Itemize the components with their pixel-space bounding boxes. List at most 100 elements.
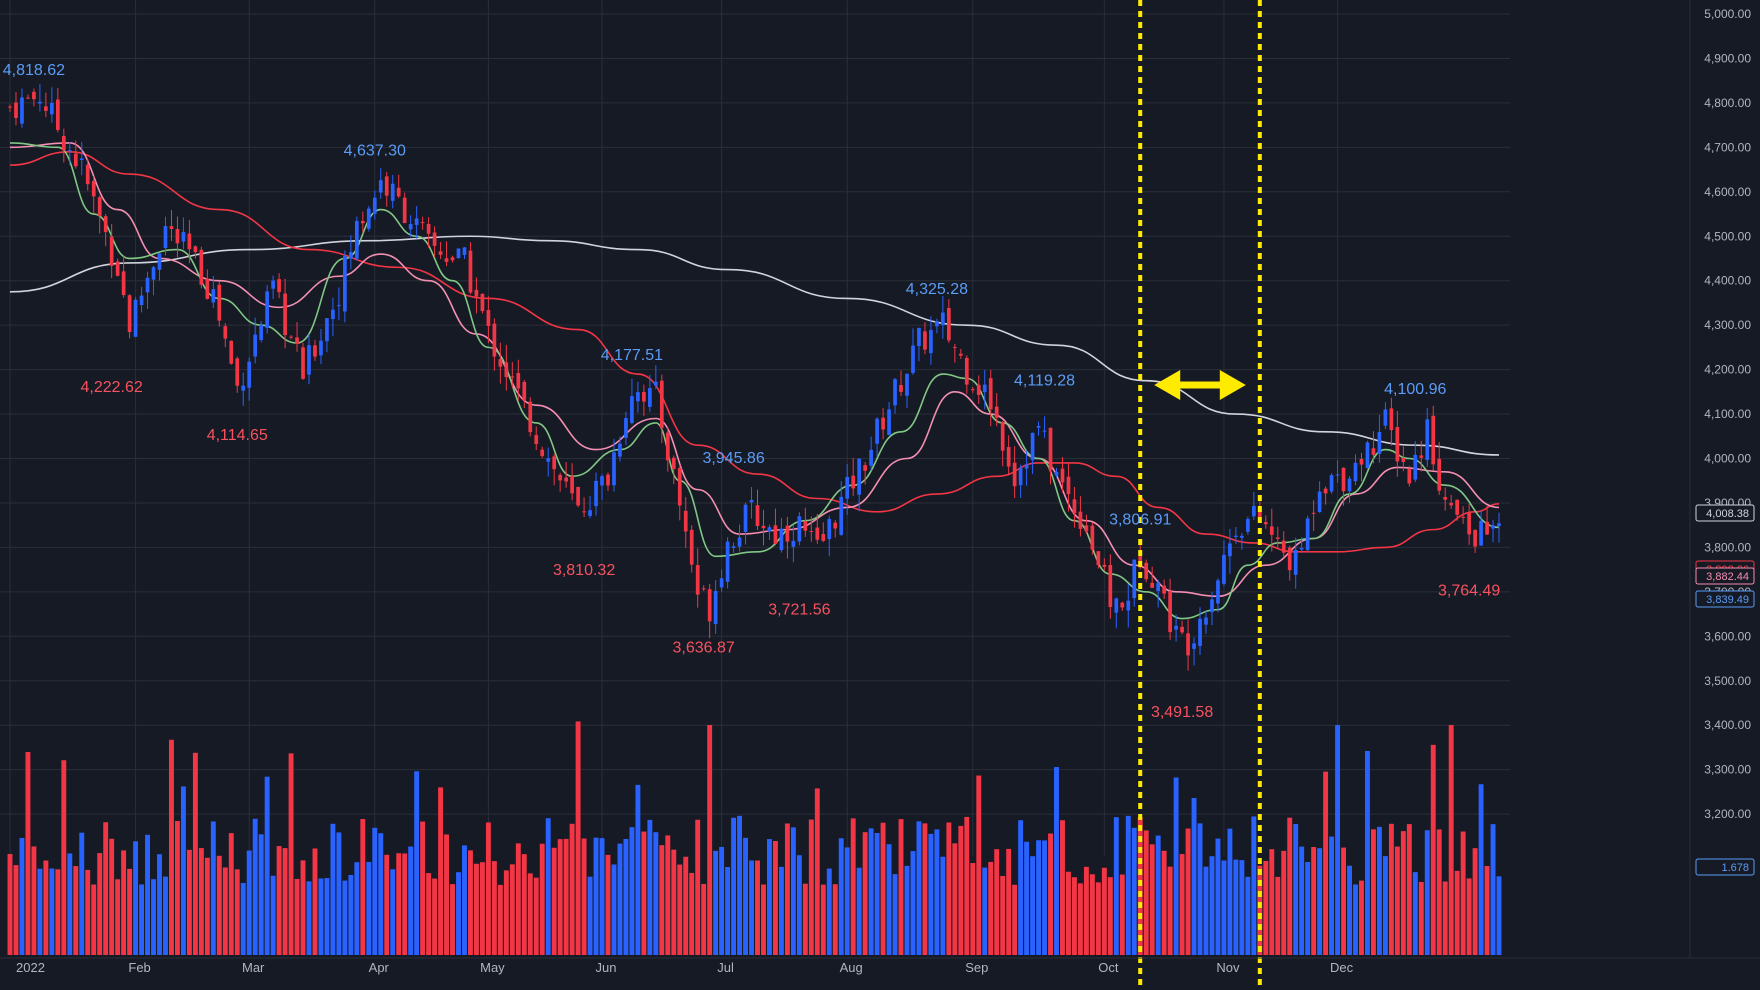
candle-body: [1216, 580, 1220, 604]
candle-body: [701, 588, 706, 590]
candle-body: [205, 278, 210, 299]
volume-bar: [354, 862, 360, 955]
candlesticks: [8, 84, 1501, 671]
candle-body: [642, 391, 646, 402]
volume-bar: [276, 846, 282, 955]
volume-bar: [725, 867, 731, 955]
volume-bar: [1448, 725, 1454, 955]
volume-bar: [1191, 797, 1197, 955]
volume-bar: [593, 837, 599, 955]
volume-bar: [497, 884, 503, 955]
candle-body: [247, 361, 252, 388]
candle-body: [1066, 476, 1071, 495]
candle-body: [283, 293, 287, 336]
candle-body: [408, 224, 413, 230]
moving-average-10: [9, 142, 1500, 620]
candle-body: [1359, 459, 1364, 465]
volume-bar: [1060, 820, 1065, 955]
price-tag-label: 3,882.44: [1706, 571, 1749, 583]
volume-bar: [49, 868, 55, 955]
x-tick-label: Jun: [596, 960, 617, 975]
volume-bar: [940, 856, 946, 955]
candle-body: [791, 540, 796, 547]
candle-body: [1198, 618, 1202, 646]
volume-bar: [312, 848, 318, 955]
volume-bar: [450, 884, 455, 955]
volume-bar: [509, 864, 515, 955]
candle-body: [707, 589, 712, 622]
volume-bar: [922, 823, 928, 955]
volume-bar: [282, 848, 288, 955]
volume-bar: [7, 853, 13, 955]
price-annotation: 4,818.62: [3, 62, 65, 79]
candle-body: [504, 362, 509, 378]
price-tag-box: [1695, 504, 1755, 522]
candle-body: [331, 309, 335, 320]
y-tick-label: 4,900.00: [1704, 51, 1751, 65]
volume-bar: [1478, 784, 1484, 955]
candle-body: [863, 465, 867, 471]
candle-body: [755, 505, 760, 526]
volume-bar: [390, 869, 396, 955]
x-tick-label: Apr: [369, 960, 390, 975]
candle-body: [1006, 447, 1011, 467]
candle-body: [1257, 507, 1262, 518]
candle-body: [1096, 551, 1101, 566]
volume-bar: [778, 866, 784, 955]
volume-bar: [904, 865, 910, 955]
candle-body: [1060, 468, 1065, 483]
candle-body: [1000, 421, 1005, 451]
candle-body: [1287, 547, 1292, 571]
volume-bar: [1000, 875, 1006, 955]
candle-body: [1168, 591, 1172, 633]
price-annotation: 3,636.87: [673, 639, 735, 656]
volume-bar: [1221, 860, 1227, 955]
candle-body: [1186, 633, 1190, 656]
candle-body: [731, 546, 736, 548]
volume-bar: [707, 725, 713, 955]
candle-body: [366, 208, 371, 229]
volume-bar: [13, 865, 19, 955]
volume-bar: [551, 847, 557, 955]
volume-bar: [1424, 830, 1430, 955]
volume-bar: [1036, 840, 1042, 955]
candle-body: [295, 337, 299, 344]
price-tag-box: [1695, 590, 1755, 608]
volume-bar: [1472, 848, 1478, 955]
price-annotation: 4,222.62: [81, 379, 143, 396]
volume-bar: [1083, 866, 1089, 955]
candle-body: [109, 236, 114, 266]
candle-body: [785, 525, 790, 542]
candle-body: [1383, 409, 1388, 426]
candle-body: [1120, 602, 1125, 608]
volume-bar: [713, 850, 719, 955]
volume-bar: [1347, 865, 1352, 955]
candle-body: [1114, 598, 1119, 613]
volume-bar: [1012, 884, 1018, 955]
candle-body: [1485, 521, 1489, 535]
volume-bar: [432, 878, 438, 955]
volume-bar: [1131, 827, 1137, 955]
candle-body: [815, 527, 820, 540]
candle-body: [510, 376, 515, 378]
volume-bar: [832, 884, 838, 955]
candle-body: [570, 476, 574, 494]
candle-body: [797, 516, 802, 542]
volume-bar: [533, 877, 539, 955]
volume-bar: [772, 841, 778, 955]
time-axis[interactable]: 2022 Feb Mar Apr May Jun Jul Aug Sep Oct Nov Dec: [0, 957, 1760, 975]
candle-body: [988, 378, 993, 410]
candle-body: [1018, 468, 1023, 486]
candle-body: [929, 330, 933, 354]
candle-body: [1174, 625, 1178, 630]
price-axis[interactable]: 5,000.00 4,900.00 4,800.00 4,700.00 4,600.00…: [1689, 0, 1755, 958]
volume-bar: [569, 823, 575, 955]
volume-bar: [479, 862, 485, 955]
volume-bar: [910, 851, 916, 955]
volume-bar: [1430, 744, 1436, 955]
volume-bar: [240, 882, 246, 955]
x-tick-label: Oct: [1098, 960, 1119, 975]
candle-body: [79, 158, 84, 161]
